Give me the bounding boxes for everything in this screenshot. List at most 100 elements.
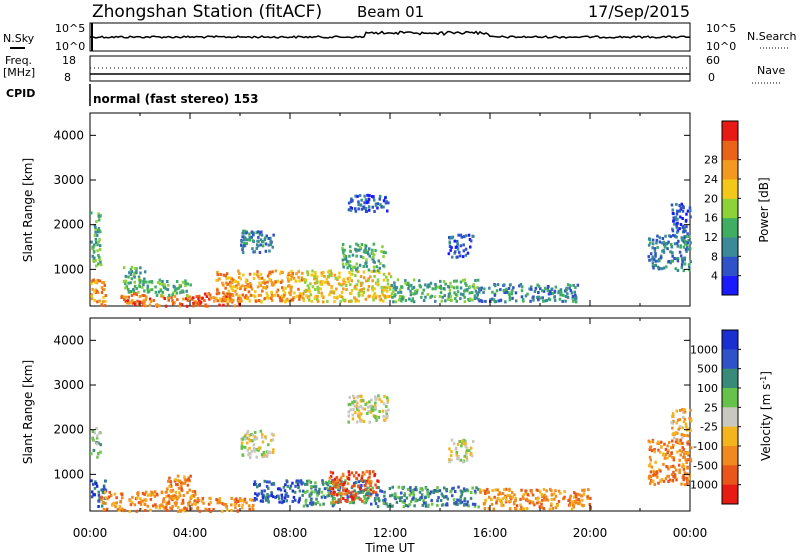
range-cell	[566, 283, 570, 287]
range-cell	[689, 215, 692, 219]
range-cell	[359, 288, 362, 292]
range-cell	[688, 416, 691, 420]
range-cell	[112, 502, 116, 505]
range-cell	[458, 250, 461, 254]
range-cell	[373, 287, 376, 291]
range-cell	[177, 486, 181, 490]
range-cell	[464, 247, 468, 251]
range-cell	[362, 287, 366, 291]
range-cell	[519, 497, 522, 501]
range-cell	[373, 472, 377, 476]
range-cell	[368, 472, 372, 476]
range-cell	[240, 299, 243, 303]
range-cell	[412, 285, 416, 289]
range-cell	[360, 284, 363, 288]
range-cell	[671, 412, 675, 416]
range-cell	[448, 460, 451, 464]
range-cell	[280, 279, 284, 283]
range-cell	[542, 495, 546, 499]
range-cell	[684, 239, 687, 243]
range-cell	[689, 457, 692, 461]
range-cell	[371, 248, 374, 252]
range-cell	[463, 499, 466, 503]
range-cell	[103, 304, 107, 308]
range-cell	[143, 503, 147, 507]
range-cell	[577, 497, 581, 501]
range-cell	[366, 496, 370, 500]
range-cell	[670, 245, 674, 249]
range-cell	[357, 203, 360, 207]
range-cell	[143, 498, 147, 502]
range-cell	[290, 269, 293, 273]
range-cell	[357, 480, 361, 484]
range-cell	[347, 477, 350, 480]
range-cell	[324, 495, 327, 499]
range-cell	[152, 504, 155, 508]
range-cell	[223, 293, 226, 297]
range-cell	[366, 405, 370, 409]
range-cell	[363, 472, 366, 476]
range-cell	[651, 242, 655, 246]
range-cell	[90, 240, 93, 244]
range-cell	[299, 479, 303, 483]
range-cell	[353, 400, 356, 404]
range-cell	[387, 201, 390, 205]
range-cell	[222, 273, 225, 277]
range-cell	[424, 501, 427, 505]
range-cell	[542, 299, 545, 303]
range-cell	[452, 486, 455, 490]
range-cell	[355, 242, 358, 246]
range-cell	[382, 199, 386, 203]
range-cell	[462, 442, 466, 446]
range-cell	[385, 286, 388, 290]
range-cell	[225, 505, 228, 509]
range-cell	[153, 490, 157, 494]
range-cell	[100, 303, 103, 307]
range-cell	[185, 304, 189, 308]
range-cell	[355, 407, 359, 411]
range-cell	[478, 299, 481, 303]
range-cell	[390, 292, 394, 296]
range-cell	[102, 295, 105, 299]
range-cell	[451, 494, 454, 498]
range-cell	[368, 208, 371, 212]
range-cell	[650, 257, 654, 261]
range-cell	[357, 279, 360, 283]
range-cell	[388, 487, 392, 490]
range-cell	[351, 400, 354, 404]
range-cell	[336, 295, 339, 299]
range-cell	[371, 251, 374, 255]
nave-label: Nave	[757, 64, 785, 77]
range-cell	[338, 478, 342, 482]
range-cell	[270, 294, 274, 298]
range-cell	[397, 291, 400, 295]
range-cell	[165, 502, 168, 506]
range-cell	[475, 291, 479, 295]
range-cell	[369, 484, 372, 488]
range-cell	[567, 499, 570, 502]
range-cell	[237, 282, 240, 286]
range-cell	[253, 435, 257, 439]
range-cell	[306, 489, 309, 493]
range-cell	[133, 300, 137, 304]
range-cell	[266, 452, 269, 456]
range-cell	[542, 289, 546, 293]
range-cell	[225, 272, 229, 276]
range-cell	[216, 299, 219, 303]
range-cell	[263, 281, 267, 285]
colorbar-swatch	[722, 121, 738, 141]
range-cell	[240, 243, 243, 247]
colorbar-swatch	[722, 198, 738, 219]
range-cell	[452, 286, 456, 290]
range-cell	[343, 298, 347, 302]
range-cell	[143, 289, 146, 293]
range-cell	[247, 290, 251, 294]
colorbar-tick-label: 25	[704, 401, 718, 414]
range-cell	[98, 238, 101, 242]
range-cell	[266, 493, 269, 496]
range-cell	[686, 244, 689, 247]
range-cell	[169, 483, 173, 487]
range-cell	[133, 271, 136, 275]
range-cell	[666, 456, 669, 460]
range-cell	[524, 294, 528, 298]
